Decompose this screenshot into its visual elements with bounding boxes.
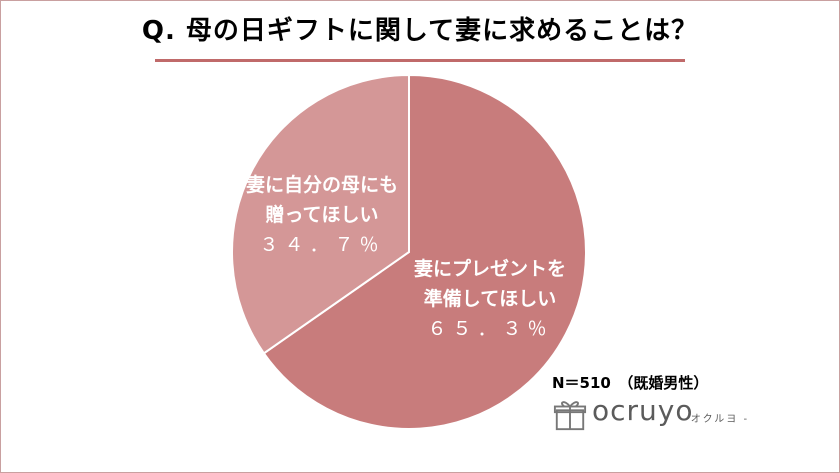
slice-value-present: ６５．３％ — [427, 318, 553, 340]
slice-value-mother: ３４．７％ — [259, 234, 385, 256]
brand-logo-subtext: - オクルヨ - — [680, 414, 750, 425]
gift-box-icon — [553, 401, 587, 431]
sample-size-note: N＝510 （既婚男性） — [552, 374, 709, 392]
chart-title: Q. 母の日ギフトに関して妻に求めることは？ — [141, 16, 699, 46]
slice-label-mother-line2: 贈ってほしい — [265, 204, 379, 226]
pie-slice-1 — [231, 73, 410, 355]
slice-label-present: 妻にプレゼントを 準備してほしい ６５．３％ — [400, 254, 580, 344]
slice-label-mother: 妻に自分の母にも 贈ってほしい ３４．７％ — [232, 170, 412, 260]
slice-label-mother-line1: 妻に自分の母にも — [245, 174, 398, 196]
slice-label-present-line2: 準備してほしい — [423, 288, 557, 310]
title-underline — [155, 59, 685, 62]
pie-slice-0 — [262, 73, 587, 430]
brand-logo-text: ocruyo — [592, 394, 694, 427]
slice-label-present-line1: 妻にプレゼントを — [413, 258, 566, 280]
